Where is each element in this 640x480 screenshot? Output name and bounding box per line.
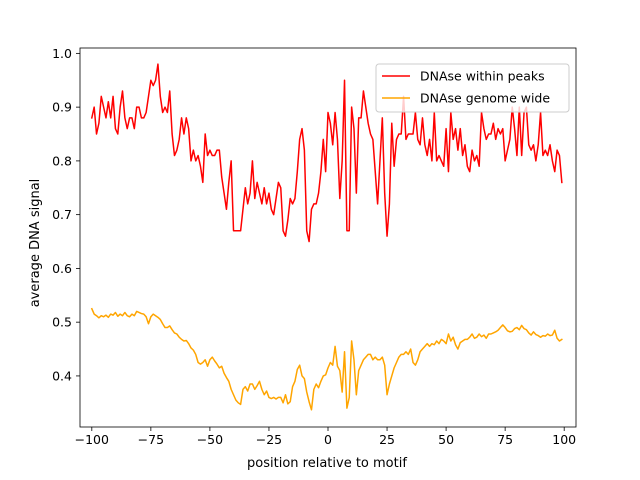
y-tick-label: 0.9 — [52, 100, 72, 115]
x-tick-label: −75 — [138, 432, 164, 447]
x-tick-label: 75 — [497, 432, 513, 447]
legend-label-2: DNAse genome wide — [420, 91, 550, 106]
legend-box — [375, 63, 570, 113]
y-tick-label: 1.0 — [52, 46, 72, 61]
legend-label-1: DNAse within peaks — [420, 69, 545, 84]
series-line-2 — [90, 307, 563, 411]
series-line-1 — [90, 63, 563, 243]
x-axis-title: position relative to motif — [247, 456, 407, 471]
axes-layer: −100 −75 −50 −25 0 25 50 75 100 0.4 0.5 0.6 0.7 0.8 0.… — [52, 46, 577, 447]
x-tick-label: −50 — [197, 432, 223, 447]
y-tick-label: 0.5 — [52, 315, 72, 330]
y-tick-label: 0.4 — [52, 368, 72, 383]
y-tick-label: 0.6 — [52, 261, 72, 276]
legend: DNAse within peaks DNAse genome wide — [375, 63, 570, 113]
y-tick-label: 0.8 — [52, 153, 72, 168]
x-tick-label: −100 — [75, 432, 109, 447]
x-tick-label: 25 — [379, 432, 395, 447]
x-tick-label: 0 — [324, 432, 332, 447]
y-axis-title: average DNA signal — [28, 179, 43, 308]
x-tick-label: 100 — [552, 432, 576, 447]
x-tick-label: 50 — [438, 432, 454, 447]
y-tick-label: 0.7 — [52, 207, 72, 222]
series-layer — [90, 63, 563, 411]
x-tick-label: −25 — [256, 432, 282, 447]
